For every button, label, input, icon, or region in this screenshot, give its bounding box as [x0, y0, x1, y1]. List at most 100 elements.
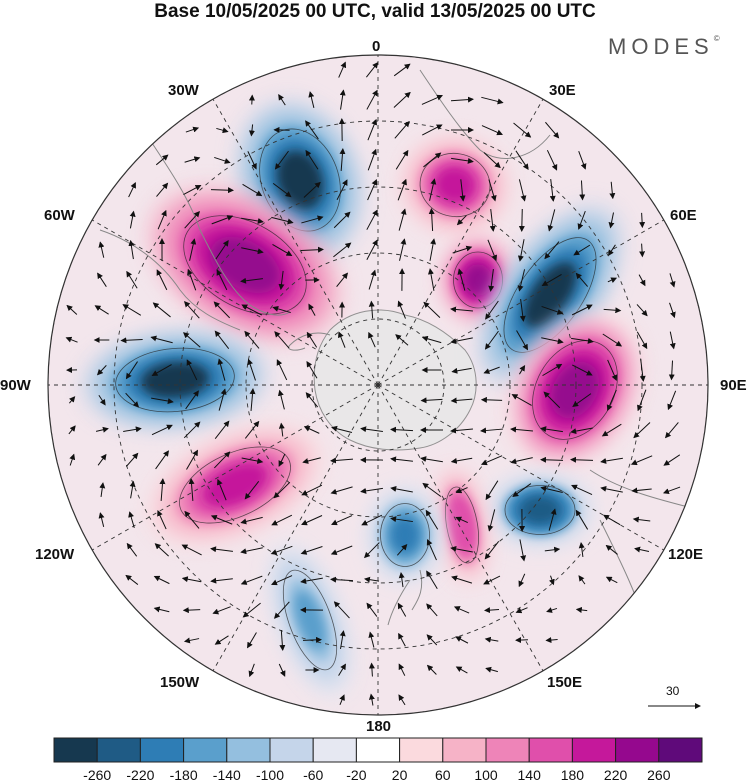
- wind-arrow: [398, 663, 406, 676]
- colorbar-swatch: [183, 737, 228, 763]
- colorbar-swatch: [485, 737, 530, 763]
- anomaly-negative-30w: [235, 98, 365, 262]
- brand-name: MODES: [608, 34, 714, 59]
- wind-arrow: [450, 545, 473, 553]
- wind-arrow: [210, 577, 233, 584]
- wind-arrow: [663, 454, 681, 466]
- wind-arrow: [578, 575, 586, 585]
- wind-arrow: [368, 662, 375, 677]
- wind-arrow: [422, 482, 442, 497]
- wind-arrow: [126, 542, 138, 557]
- wind-arrow: [278, 270, 285, 291]
- wind-arrow: [636, 304, 648, 317]
- wind-arrow: [485, 480, 499, 501]
- wind-arrow: [123, 426, 142, 433]
- wind-arrow: [399, 238, 407, 261]
- colorbar-tick-label: -140: [212, 767, 241, 783]
- wind-arrow: [150, 335, 173, 344]
- colorbar-swatch: [528, 737, 573, 763]
- wind-arrow: [129, 480, 136, 499]
- wind-arrow: [483, 607, 500, 614]
- wind-arrow: [214, 156, 231, 164]
- new-zealand-outline: [387, 569, 423, 626]
- wind-arrow: [452, 245, 473, 254]
- wind-arrow: [544, 546, 561, 553]
- anomaly-negative-150w: [267, 540, 353, 700]
- wind-arrow: [515, 607, 528, 614]
- wind-arrow: [213, 451, 231, 469]
- colorbar-swatch: [442, 737, 487, 763]
- wind-arrow: [156, 182, 169, 197]
- wind-arrow: [480, 427, 504, 434]
- wind-arrow: [606, 389, 617, 412]
- wind-arrow: [330, 576, 354, 583]
- wind-arrow: [125, 361, 138, 380]
- anomaly-positive-5e: [399, 134, 511, 236]
- wind-arrow: [609, 181, 616, 200]
- wind-arrow: [69, 453, 76, 466]
- wind-arrow: [98, 512, 105, 528]
- wind-arrow: [510, 457, 533, 465]
- wind-arrow: [510, 426, 534, 433]
- wind-arrow: [189, 238, 197, 261]
- wind-arrow: [301, 515, 323, 526]
- wind-arrow: [241, 247, 264, 255]
- wind-arrow: [216, 127, 229, 134]
- wind-arrow: [122, 304, 142, 316]
- lat-lon-grid: [48, 55, 708, 715]
- colorbar-tick-label: 260: [647, 767, 671, 783]
- wind-arrow: [153, 575, 170, 585]
- wind-arrow: [608, 244, 616, 257]
- wind-arrow: [278, 94, 286, 106]
- wind-arrow: [512, 483, 532, 498]
- wind-arrow: [366, 602, 378, 617]
- colorbar-swatch: [615, 737, 660, 763]
- wind-arrow: [278, 422, 285, 437]
- wind-arrow: [517, 239, 525, 262]
- wind-arrow: [455, 666, 468, 674]
- wind-arrow: [125, 452, 139, 467]
- wind-arrow: [457, 268, 466, 291]
- wind-arrow: [398, 694, 406, 706]
- wind-arrow: [185, 126, 200, 133]
- wind-arrow: [487, 239, 498, 262]
- lon-label-120w: 120W: [35, 546, 75, 563]
- wind-arrow: [608, 212, 615, 229]
- antarctic-peninsula: [288, 332, 331, 351]
- wind-arrow: [368, 631, 375, 648]
- anomaly-negative-115e: [484, 471, 596, 549]
- wind-arrow: [214, 330, 230, 350]
- wind-arrow: [306, 360, 318, 379]
- wind-arrow: [638, 274, 646, 287]
- lon-label-150w: 150W: [160, 674, 200, 691]
- lon-label-90e: 90E: [720, 377, 747, 394]
- wind-arrow: [485, 300, 499, 320]
- wind-arrow: [450, 337, 473, 345]
- wind-arrow: [366, 239, 378, 260]
- wind-arrow: [212, 606, 231, 615]
- wind-arrow: [210, 514, 233, 525]
- wind-arrow: [390, 485, 413, 493]
- wind-arrow: [305, 120, 319, 140]
- wind-arrow: [485, 666, 498, 673]
- wind-arrow: [128, 511, 135, 528]
- colorbar-tick-label: -100: [255, 767, 285, 783]
- wind-arrow: [331, 515, 353, 526]
- wind-arrow: [183, 185, 202, 195]
- wind-arrow: [668, 360, 675, 381]
- wind-arrow: [211, 215, 234, 225]
- meridian-line: [212, 384, 379, 672]
- wind-arrow: [632, 516, 651, 523]
- wind-arrow: [390, 516, 413, 523]
- wind-arrow: [366, 89, 378, 110]
- wind-arrow: [154, 543, 169, 557]
- wind-arrow: [578, 151, 587, 170]
- wind-arrow: [240, 277, 263, 284]
- wind-arrow: [361, 514, 383, 526]
- copyright-mark: ©: [713, 34, 720, 43]
- wind-arrow: [277, 389, 285, 410]
- wind-arrow: [630, 455, 653, 466]
- colorbar-tick-label: 60: [435, 767, 451, 783]
- wind-arrow: [428, 208, 435, 232]
